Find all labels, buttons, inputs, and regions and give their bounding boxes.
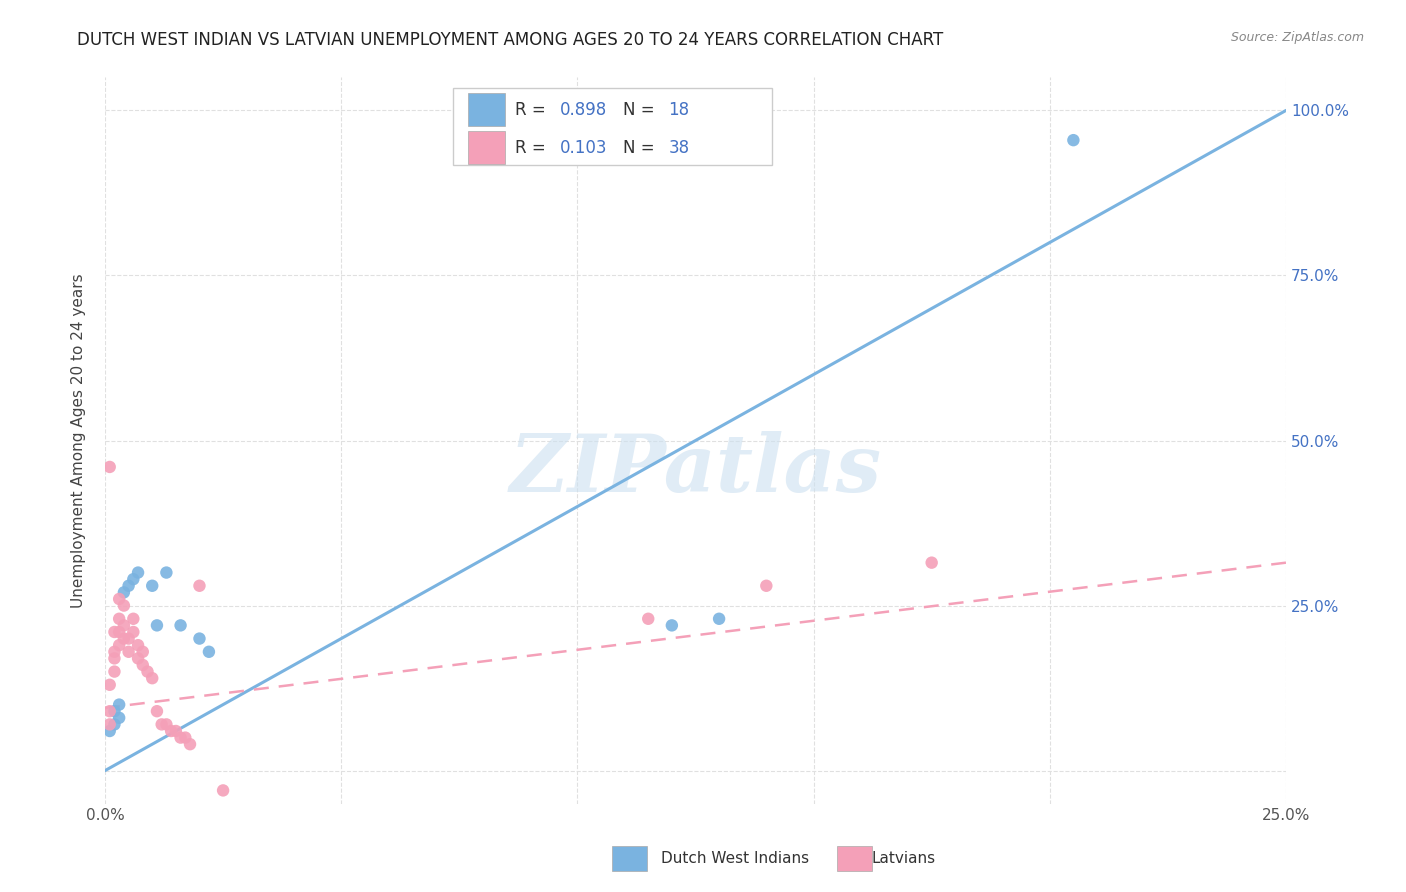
- Point: [127, 566, 149, 580]
- Text: Source: ZipAtlas.com: Source: ZipAtlas.com: [1230, 31, 1364, 45]
- Point: [169, 731, 191, 745]
- Point: [103, 717, 125, 731]
- Point: [103, 645, 125, 659]
- Point: [122, 572, 145, 586]
- Point: [146, 704, 169, 718]
- Point: [108, 698, 131, 712]
- Point: [122, 612, 145, 626]
- Text: 38: 38: [668, 139, 689, 157]
- Point: [132, 645, 155, 659]
- Point: [637, 612, 659, 626]
- Y-axis label: Unemployment Among Ages 20 to 24 years: Unemployment Among Ages 20 to 24 years: [72, 273, 86, 607]
- Point: [150, 717, 173, 731]
- Point: [108, 711, 131, 725]
- Point: [198, 645, 221, 659]
- Point: [188, 632, 211, 646]
- Bar: [468, 94, 505, 126]
- Point: [141, 579, 163, 593]
- Point: [179, 737, 201, 751]
- Text: 0.898: 0.898: [560, 101, 607, 119]
- Point: [117, 579, 139, 593]
- Point: [141, 671, 163, 685]
- Point: [112, 618, 135, 632]
- Point: [755, 579, 778, 593]
- Point: [108, 624, 131, 639]
- Point: [188, 579, 211, 593]
- Point: [212, 783, 235, 797]
- Point: [103, 651, 125, 665]
- Text: R =: R =: [515, 101, 551, 119]
- Point: [103, 704, 125, 718]
- Point: [165, 724, 187, 739]
- Bar: [468, 131, 505, 164]
- Point: [146, 618, 169, 632]
- Point: [707, 612, 730, 626]
- Point: [98, 678, 121, 692]
- Point: [169, 618, 191, 632]
- Point: [108, 638, 131, 652]
- Point: [661, 618, 683, 632]
- Text: 18: 18: [668, 101, 689, 119]
- Point: [98, 717, 121, 731]
- Point: [122, 624, 145, 639]
- Point: [1062, 133, 1084, 147]
- Text: Latvians: Latvians: [872, 851, 936, 865]
- Point: [921, 556, 943, 570]
- Point: [112, 599, 135, 613]
- FancyBboxPatch shape: [453, 88, 772, 165]
- Text: Dutch West Indians: Dutch West Indians: [661, 851, 808, 865]
- Point: [155, 717, 177, 731]
- Point: [132, 657, 155, 672]
- Point: [98, 704, 121, 718]
- Point: [160, 724, 183, 739]
- Point: [112, 632, 135, 646]
- Text: N =: N =: [623, 139, 661, 157]
- Point: [155, 566, 177, 580]
- Point: [117, 632, 139, 646]
- Text: N =: N =: [623, 101, 661, 119]
- Point: [127, 651, 149, 665]
- Point: [103, 624, 125, 639]
- Point: [103, 665, 125, 679]
- Text: R =: R =: [515, 139, 551, 157]
- Text: 0.103: 0.103: [560, 139, 607, 157]
- Point: [98, 724, 121, 739]
- Point: [127, 638, 149, 652]
- Point: [108, 612, 131, 626]
- Text: ZIPatlas: ZIPatlas: [509, 431, 882, 508]
- Point: [108, 591, 131, 606]
- Text: DUTCH WEST INDIAN VS LATVIAN UNEMPLOYMENT AMONG AGES 20 TO 24 YEARS CORRELATION : DUTCH WEST INDIAN VS LATVIAN UNEMPLOYMEN…: [77, 31, 943, 49]
- Point: [136, 665, 159, 679]
- Point: [98, 459, 121, 474]
- Point: [117, 645, 139, 659]
- Point: [174, 731, 197, 745]
- Point: [112, 585, 135, 599]
